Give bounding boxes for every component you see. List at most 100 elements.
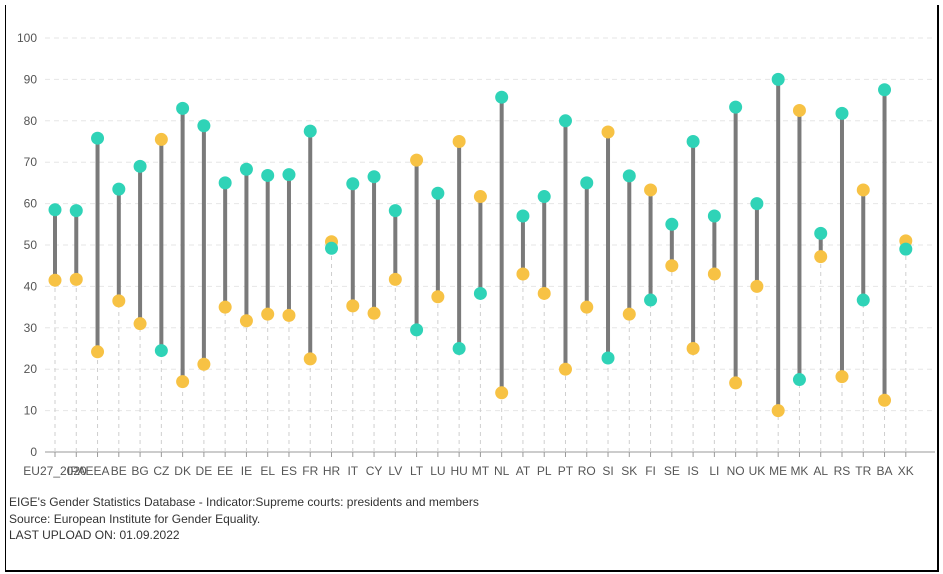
point-series-a [197, 119, 211, 133]
x-tick-label: LU [430, 464, 445, 478]
point-series-b [218, 300, 232, 314]
point-series-b [367, 306, 381, 320]
chart-footer: EIGE's Gender Statistics Database - Indi… [9, 494, 479, 544]
point-series-a [516, 209, 530, 223]
point-series-b [686, 342, 700, 355]
point-series-a [154, 344, 168, 358]
top-edge [0, 0, 943, 5]
point-series-a [537, 190, 551, 204]
point-series-b [878, 393, 892, 407]
x-tick-label: IT [347, 464, 358, 478]
point-series-a [729, 100, 743, 114]
gridlines [45, 37, 935, 412]
y-tick-label: 100 [17, 31, 37, 45]
point-series-a [176, 101, 190, 115]
point-series-b [239, 314, 253, 328]
x-tick-label: LV [388, 464, 402, 478]
point-series-b [622, 307, 636, 321]
point-series-b [835, 370, 849, 384]
x-tick-label: BG [131, 464, 148, 478]
point-series-b [537, 286, 551, 300]
x-tick-label: XK [898, 464, 914, 478]
y-tick-label: 0 [30, 445, 37, 459]
y-tick-label: 60 [24, 197, 38, 211]
x-tick-label: SK [621, 464, 637, 478]
point-series-a [644, 293, 658, 307]
x-tick-label: CZ [153, 464, 169, 478]
y-tick-label: 50 [24, 238, 38, 252]
point-series-a [558, 114, 572, 128]
point-series-b [729, 376, 743, 390]
x-tick-label: EE [217, 464, 233, 478]
point-series-a [707, 209, 721, 223]
point-series-a [814, 226, 828, 240]
x-tick-label: HU [450, 464, 467, 478]
point-series-b [665, 259, 679, 273]
x-tick-label: RO [578, 464, 596, 478]
point-series-a [69, 204, 83, 218]
x-tick-label: DE [196, 464, 213, 478]
point-series-a [48, 203, 62, 217]
point-series-b [452, 135, 466, 148]
point-series-a [622, 169, 636, 183]
y-tick-label: 70 [24, 155, 38, 169]
point-series-a [473, 286, 487, 300]
x-tick-label: EEA [86, 464, 110, 478]
point-series-a [282, 168, 296, 182]
y-tick-label: 10 [24, 404, 38, 418]
point-series-a [239, 162, 253, 176]
point-series-b [792, 103, 806, 117]
x-tick-label: BE [111, 464, 127, 478]
point-series-a [495, 90, 509, 104]
point-series-a [580, 176, 594, 190]
point-series-b [473, 190, 487, 204]
x-tick-label: IE [241, 464, 252, 478]
x-tick-label: LI [709, 464, 719, 478]
y-tick-label: 40 [24, 279, 38, 293]
point-series-a [771, 72, 785, 86]
x-tick-label: BA [877, 464, 893, 478]
point-series-a [325, 241, 339, 255]
point-series-b [303, 352, 317, 366]
point-series-a [452, 342, 466, 355]
x-tick-label: FI [645, 464, 656, 478]
point-series-b [750, 279, 764, 293]
point-series-a [112, 182, 126, 196]
x-tick-label: UK [749, 464, 766, 478]
point-series-a [133, 159, 147, 173]
y-tick-label: 30 [24, 321, 38, 335]
x-tick-label: IPA [67, 464, 85, 478]
point-series-a [261, 168, 275, 182]
point-series-a [899, 242, 913, 256]
point-series-a [665, 217, 679, 231]
x-tick-label: TR [855, 464, 871, 478]
point-series-a [856, 293, 870, 307]
point-series-a [388, 204, 402, 218]
x-tick-label: RS [834, 464, 851, 478]
x-tick-label: FR [302, 464, 318, 478]
x-tick-label: PL [537, 464, 552, 478]
point-series-b [580, 300, 594, 314]
point-series-b [48, 273, 62, 287]
point-series-b [771, 404, 785, 418]
point-series-b [431, 290, 445, 304]
point-series-b [154, 132, 168, 146]
chart-frame [5, 5, 939, 572]
point-series-b [814, 250, 828, 264]
x-tick-label: LT [410, 464, 424, 478]
footer-indicator: EIGE's Gender Statistics Database - Indi… [9, 495, 479, 509]
point-series-a [792, 373, 806, 387]
point-series-a [91, 131, 105, 145]
footer-upload-date: LAST UPLOAD ON: 01.09.2022 [9, 528, 180, 542]
point-series-b [282, 308, 296, 322]
y-tick-label: 90 [24, 72, 38, 86]
point-series-a [835, 106, 849, 120]
x-tick-label: AT [516, 464, 531, 478]
x-tick-label: PT [558, 464, 574, 478]
point-series-b [410, 153, 424, 167]
point-series-a [410, 323, 424, 337]
point-series-b [261, 307, 275, 321]
point-series-a [878, 83, 892, 97]
